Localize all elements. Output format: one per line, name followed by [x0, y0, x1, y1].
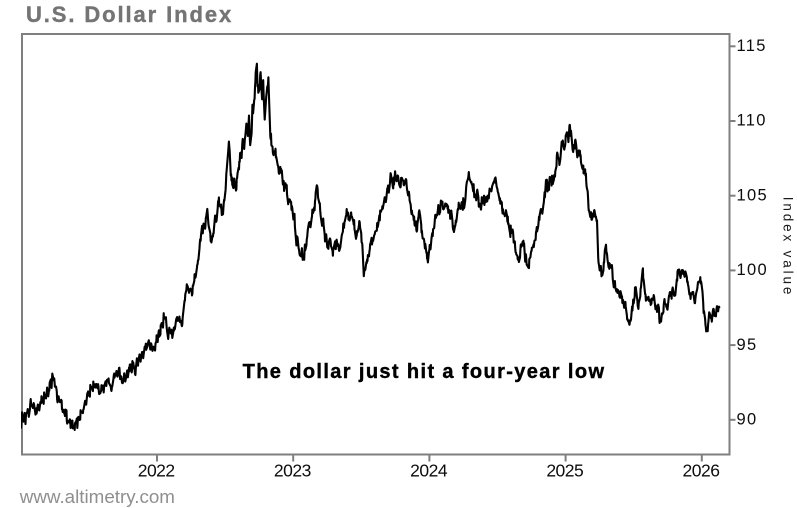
- svg-text:110: 110: [737, 112, 767, 130]
- svg-text:90: 90: [737, 411, 758, 429]
- svg-text:2022: 2022: [138, 461, 175, 481]
- svg-text:2023: 2023: [274, 461, 311, 481]
- svg-text:www.altimetry.com: www.altimetry.com: [19, 486, 175, 507]
- svg-text:2024: 2024: [410, 461, 448, 481]
- svg-text:The dollar just hit a four-yea: The dollar just hit a four-year low: [243, 361, 606, 383]
- svg-text:105: 105: [737, 186, 768, 204]
- svg-text:U.S. Dollar Index: U.S. Dollar Index: [26, 2, 233, 27]
- svg-text:2026: 2026: [683, 461, 720, 481]
- svg-text:Index value: Index value: [781, 197, 796, 297]
- svg-text:95: 95: [737, 336, 758, 354]
- svg-text:2025: 2025: [546, 461, 583, 481]
- svg-text:100: 100: [737, 261, 768, 279]
- svg-text:115: 115: [737, 37, 767, 55]
